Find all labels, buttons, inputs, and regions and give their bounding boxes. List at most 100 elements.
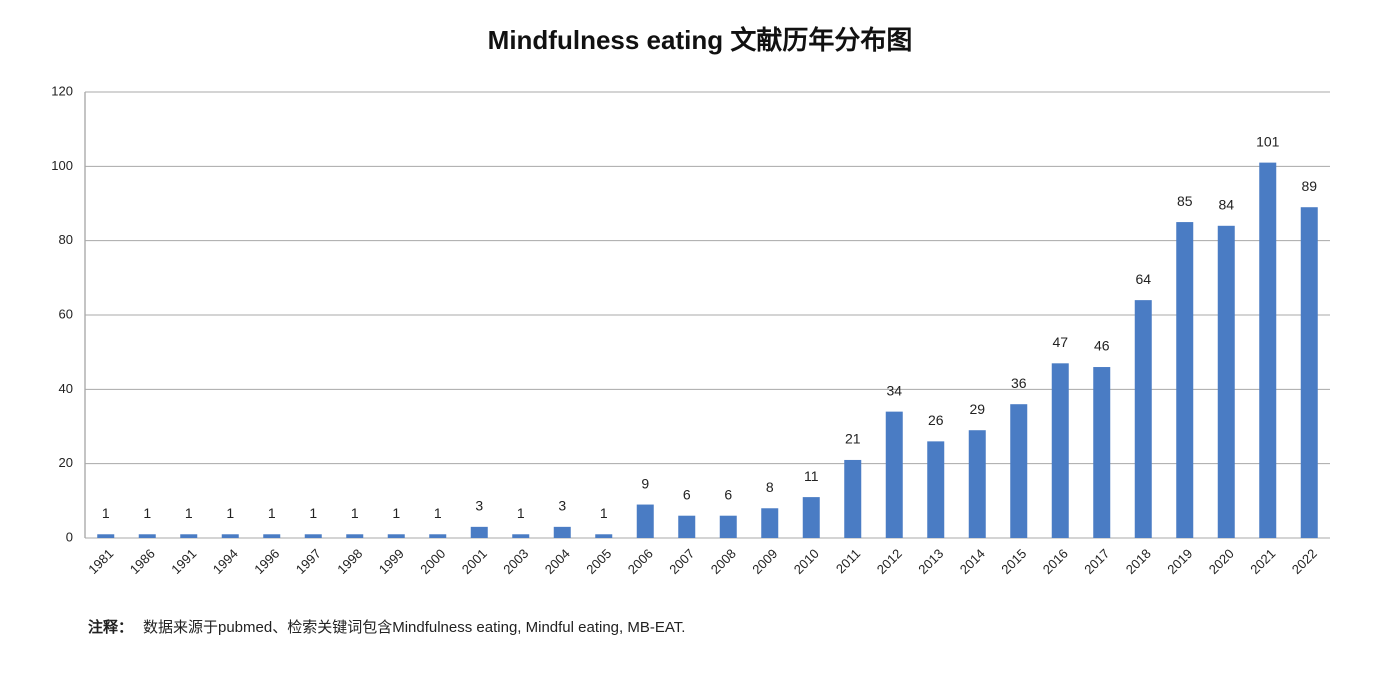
data-label: 101 — [1256, 133, 1280, 149]
data-label: 1 — [185, 505, 193, 521]
data-label: 1 — [434, 505, 442, 521]
y-tick-label: 0 — [66, 529, 73, 544]
bar — [802, 497, 820, 538]
data-label: 3 — [475, 498, 483, 514]
x-tick-label: 2012 — [874, 546, 905, 577]
x-tick-label: 1997 — [293, 546, 324, 577]
note: 数据来源于pubmed、检索关键词包含Mindfulness eating, M… — [143, 619, 685, 636]
x-tick-label: 1994 — [210, 546, 241, 577]
bar — [512, 534, 530, 538]
bar — [719, 515, 737, 538]
x-tick-label: 1998 — [334, 546, 365, 577]
x-tick-label: 2022 — [1289, 546, 1320, 577]
x-tick-label: 2017 — [1081, 546, 1112, 577]
data-label: 1 — [226, 505, 234, 521]
x-tick-label: 2016 — [1040, 546, 1071, 577]
data-label: 8 — [766, 479, 774, 495]
y-tick-label: 100 — [51, 158, 73, 173]
bar — [97, 534, 115, 538]
bar — [761, 508, 779, 538]
data-label: 11 — [804, 468, 819, 484]
data-label: 1 — [517, 505, 525, 521]
bar — [595, 534, 613, 538]
data-label: 21 — [845, 431, 861, 447]
data-label: 6 — [724, 486, 732, 502]
bar — [1010, 404, 1028, 538]
x-tick-label: 2021 — [1247, 546, 1278, 577]
x-tick-label: 1986 — [127, 546, 158, 577]
data-label: 29 — [969, 401, 985, 417]
data-label: 34 — [886, 382, 902, 398]
data-label: 89 — [1301, 178, 1317, 194]
data-label: 1 — [309, 505, 317, 521]
bar — [885, 411, 903, 538]
x-tick-label: 2004 — [542, 546, 573, 577]
bar — [636, 504, 654, 538]
x-tick-label: 2000 — [417, 546, 448, 577]
data-label: 3 — [558, 498, 566, 514]
bar — [304, 534, 322, 538]
bar — [553, 526, 571, 538]
x-tick-label: 2010 — [791, 546, 822, 577]
bar — [263, 534, 281, 538]
data-label: 9 — [641, 475, 649, 491]
data-label: 47 — [1052, 334, 1068, 350]
x-tick-label: 2014 — [957, 546, 988, 577]
note-label: 注释： — [88, 618, 133, 636]
y-tick-label: 60 — [59, 306, 73, 321]
data-label: 85 — [1177, 193, 1193, 209]
bar — [1300, 207, 1318, 538]
bar — [180, 534, 198, 538]
x-tick-label: 2019 — [1164, 546, 1195, 577]
bar — [1093, 367, 1111, 538]
y-tick-label: 120 — [51, 83, 73, 98]
x-tick-label: 2013 — [915, 546, 946, 577]
bar — [678, 515, 696, 538]
data-label: 1 — [600, 505, 608, 521]
chart-title: Mindfulness eating 文献历年分布图 — [488, 25, 913, 55]
bar — [1051, 363, 1069, 538]
bar — [346, 534, 364, 538]
bar — [1217, 225, 1235, 539]
x-tick-label: 2006 — [625, 546, 656, 577]
x-tick-label: 1999 — [376, 546, 407, 577]
bar — [470, 526, 488, 538]
data-label: 46 — [1094, 338, 1110, 354]
y-tick-label: 40 — [59, 381, 73, 396]
y-tick-label: 80 — [59, 232, 73, 247]
bar — [1259, 162, 1277, 538]
bar — [1134, 300, 1152, 538]
bar — [138, 534, 156, 538]
x-tick-label: 2007 — [666, 546, 697, 577]
x-tick-label: 2015 — [998, 546, 1029, 577]
x-tick-label: 1981 — [85, 546, 116, 577]
bar — [1176, 222, 1194, 539]
data-label: 64 — [1135, 271, 1151, 287]
data-label: 26 — [928, 412, 944, 428]
data-label: 1 — [392, 505, 400, 521]
x-tick-label: 2001 — [459, 546, 490, 577]
data-label: 1 — [143, 505, 151, 521]
x-tick-label: 1991 — [168, 546, 199, 577]
x-tick-label: 2011 — [833, 546, 863, 576]
bar — [927, 441, 945, 538]
bar — [968, 430, 986, 538]
data-label: 1 — [102, 505, 110, 521]
x-tick-label: 1996 — [251, 546, 282, 577]
x-tick-label: 2005 — [583, 546, 614, 577]
bar — [221, 534, 239, 538]
x-tick-label: 2008 — [708, 546, 739, 577]
data-label: 84 — [1218, 197, 1234, 213]
data-label: 1 — [351, 505, 359, 521]
bar — [429, 534, 447, 538]
x-tick-label: 2020 — [1206, 546, 1237, 577]
x-tick-label: 2003 — [500, 546, 531, 577]
bar — [387, 534, 405, 538]
bar — [844, 459, 862, 538]
x-tick-label: 2009 — [749, 546, 780, 577]
x-tick-label: 2018 — [1123, 546, 1154, 577]
data-label: 6 — [683, 486, 691, 502]
data-label: 1 — [268, 505, 276, 521]
data-label: 36 — [1011, 375, 1027, 391]
